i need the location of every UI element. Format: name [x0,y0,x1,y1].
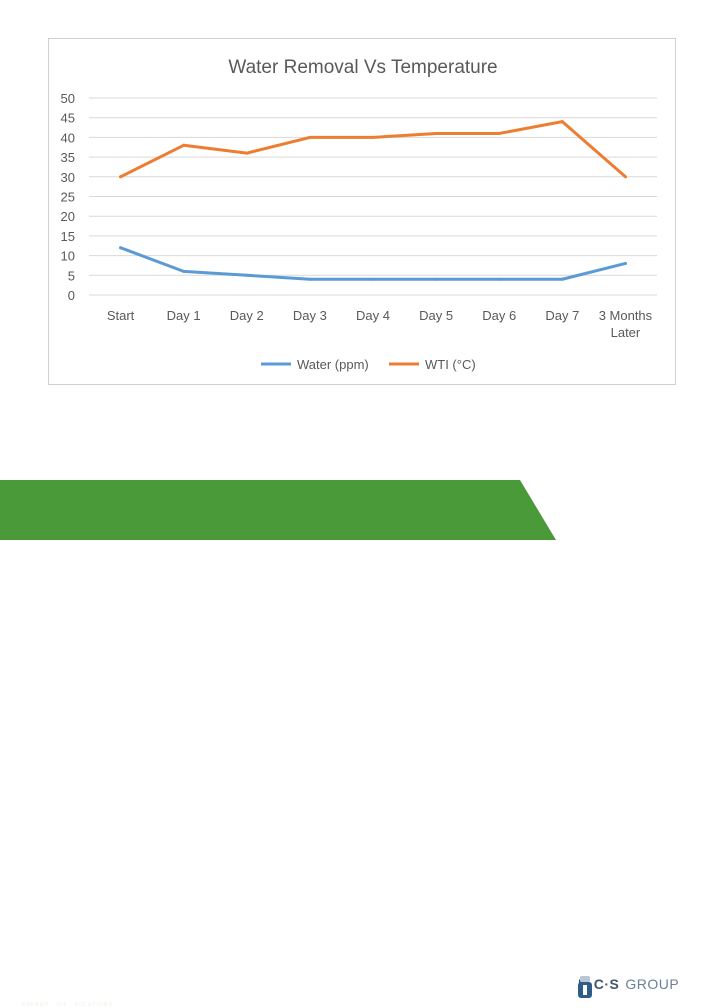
data-point [434,131,438,135]
y-tick-label: 15 [61,229,75,244]
x-tick-label-line: Start [107,308,135,323]
series-line-1 [119,120,627,179]
chart-title: Water Removal Vs Temperature [228,57,497,78]
x-tick-label-line: Day 4 [356,308,390,323]
x-tick-label: 3 Months Later [599,308,653,340]
y-tick-label: 30 [61,170,75,185]
x-tick-label-line: Day 6 [482,308,516,323]
y-tick-label: 10 [61,249,75,264]
data-point [497,277,501,281]
data-point [182,143,186,147]
eos-logo: eos [18,972,68,1005]
data-point [371,135,375,139]
y-tick-label: 0 [68,288,75,303]
data-point [119,246,123,250]
data-point [560,120,564,124]
x-tick-label-line: Day 1 [167,308,201,323]
grid-lines [89,97,657,296]
eos-tagline: ENERGY · OIL · SOLUTIONS [22,1002,113,1008]
series-line-0 [119,246,627,281]
y-tick-label: 40 [61,130,75,145]
y-tick-label: 25 [61,190,75,205]
x-axis-ticks: Start Day 1 Day 2 Day 3 Day 4 Day 5 Day 6 Day 7… [107,308,653,340]
y-tick-label: 50 [61,91,75,106]
legend-label: WTI (°C) [425,357,476,372]
x-tick-label-line: Day 2 [230,308,264,323]
data-point [245,273,249,277]
data-point [623,261,627,265]
data-point [245,151,249,155]
x-tick-label-line: Day 5 [419,308,453,323]
series-lines [119,120,627,281]
proud-text: Proud to be part of [420,982,512,994]
x-tick-label: Day 4 [356,308,390,323]
x-tick-label: Day 1 [167,308,201,323]
hcs-group-suffix: GROUP [625,976,680,992]
data-point [182,269,186,273]
data-point [560,277,564,281]
y-tick-label: 35 [61,150,75,165]
y-tick-label: 20 [61,209,75,224]
data-point [119,175,123,179]
legend: Water (ppm) WTI (°C) [261,357,476,372]
line-chart: Water Removal Vs Temperature 0 5 10 15 20 25 3… [61,57,657,372]
data-point [371,277,375,281]
data-point [434,277,438,281]
hcs-emblem-icon [578,976,592,998]
x-tick-label-line: Later [611,325,641,340]
x-tick-label-line: Day 3 [293,308,327,323]
x-tick-label-line: 3 Months [599,308,653,323]
x-tick-label-line: Day 7 [545,308,579,323]
footer-band: eos ENERGY · OIL · SOLUTIONS Proud to be… [0,480,720,1008]
x-tick-label: Day 2 [230,308,264,323]
hcs-group-logo: H·C·S GROUP [578,976,680,998]
footer-background [0,480,556,540]
x-tick-label: Day 3 [293,308,327,323]
x-tick-label: Start [107,308,135,323]
x-tick-label: Day 7 [545,308,579,323]
y-tick-label: 5 [68,268,75,283]
y-tick-label: 45 [61,111,75,126]
y-axis-ticks: 0 5 10 15 20 25 30 35 40 45 50 [61,91,75,303]
data-point [623,175,627,179]
legend-label: Water (ppm) [297,357,369,372]
data-point [308,135,312,139]
x-tick-label: Day 5 [419,308,453,323]
chart-frame: Water Removal Vs Temperature 0 5 10 15 20 25 3… [48,38,676,385]
x-tick-label: Day 6 [482,308,516,323]
data-point [308,277,312,281]
data-point [497,131,501,135]
